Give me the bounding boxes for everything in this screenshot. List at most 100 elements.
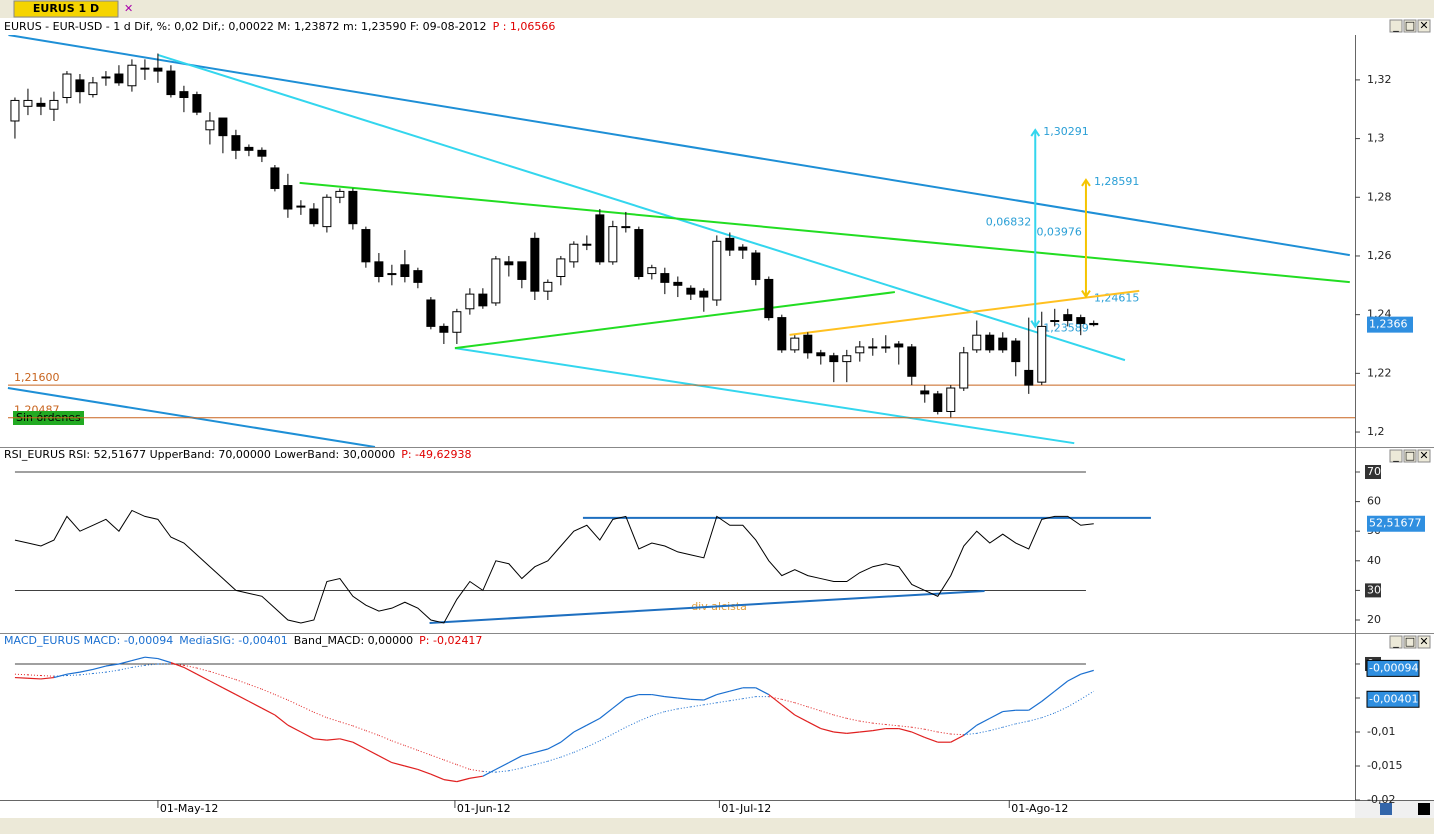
candle-body <box>231 135 241 151</box>
candle-body <box>751 252 761 280</box>
signal-segment <box>846 717 860 722</box>
trend-line <box>8 35 1350 257</box>
macd-segment <box>612 697 627 709</box>
macd-segment <box>482 768 497 777</box>
color-button[interactable] <box>1418 803 1430 815</box>
header-part: MACD_EURUS MACD: -0,00094 <box>4 634 173 647</box>
macd-segment <box>378 755 393 764</box>
macd-segment <box>976 717 991 726</box>
signal-segment <box>1015 720 1029 725</box>
signal-segment <box>1054 706 1068 714</box>
window-button[interactable] <box>1403 19 1417 33</box>
arrow-label: 0,03976 <box>1036 225 1082 238</box>
macd-segment <box>859 730 873 733</box>
signal-segment <box>768 696 782 700</box>
macd-segment <box>300 731 315 740</box>
signal-segment <box>1067 698 1082 708</box>
candle-body <box>1050 320 1060 323</box>
panel-header: EURUS - EUR-USD - 1 d Dif, %: 0,02 Dif,:… <box>4 20 555 33</box>
arrow-head <box>1081 178 1091 299</box>
candle-body <box>933 393 943 412</box>
window-button[interactable] <box>1389 635 1403 649</box>
signal-segment <box>859 720 873 724</box>
candle-body <box>985 334 995 351</box>
candle-body <box>114 73 124 84</box>
candle-body <box>894 343 904 348</box>
tab-label[interactable]: EURUS 1 D <box>33 2 99 15</box>
window-button[interactable] <box>1403 635 1417 649</box>
macd-segment <box>755 687 770 696</box>
arrow-label: 1,30291 <box>1043 125 1089 138</box>
signal-segment <box>820 710 834 716</box>
macd-segment <box>768 694 783 706</box>
save-button[interactable] <box>1380 803 1392 815</box>
band-tick-box <box>1365 464 1381 479</box>
window-button[interactable] <box>1389 449 1403 463</box>
header-part: P: -0,02417 <box>419 634 482 647</box>
window-button-icon: □ <box>1405 19 1415 32</box>
header-part: EURUS - EUR-USD - 1 d Dif, %: 0,02 Dif,:… <box>4 20 487 33</box>
macd-segment <box>729 687 743 692</box>
macd-segment <box>586 717 601 726</box>
signal-segment <box>131 664 146 668</box>
macd-segment <box>443 779 457 783</box>
macd-segment <box>196 673 211 682</box>
y-tick-label: -0,015 <box>1367 759 1402 772</box>
signal-segment <box>690 704 704 708</box>
window-button[interactable] <box>1403 449 1417 463</box>
candle-body <box>478 293 488 307</box>
signal-segment <box>716 700 730 704</box>
y-tick-label: 1,26 <box>1367 249 1392 262</box>
signal-segment <box>248 683 263 690</box>
candle-body <box>49 99 59 110</box>
y-tick-label: 1,32 <box>1367 73 1392 86</box>
candle-body <box>1024 369 1034 386</box>
window-button[interactable] <box>1417 635 1431 649</box>
signal-segment <box>170 663 184 666</box>
window-button[interactable] <box>1417 19 1431 33</box>
macd-segment <box>469 775 483 779</box>
candle-body <box>829 355 839 363</box>
candle-body <box>699 290 709 298</box>
window-button[interactable] <box>1389 19 1403 33</box>
window-button[interactable] <box>1417 449 1431 463</box>
signal-segment <box>40 675 54 677</box>
window-button-icon: _ <box>1392 635 1399 648</box>
x-tick-label: 01-Jul-12 <box>721 802 771 815</box>
arrow-head <box>1030 128 1041 329</box>
macd-segment <box>1028 700 1043 711</box>
candle-body <box>439 325 449 333</box>
macd-segment <box>989 711 1004 719</box>
signal-segment <box>287 699 302 707</box>
macd-segment <box>677 697 691 700</box>
y-tick-label: 1,3 <box>1367 132 1385 145</box>
candle-body <box>907 346 917 377</box>
candle-body <box>244 146 254 151</box>
macd-segment <box>105 663 120 667</box>
signal-segment <box>27 674 41 677</box>
y-tick-label: -0,01 <box>1367 725 1395 738</box>
macd-segment <box>560 731 575 743</box>
candle-body <box>972 334 982 351</box>
signal-segment <box>1041 712 1055 719</box>
signal-segment <box>807 706 821 712</box>
tab[interactable] <box>13 0 119 18</box>
panel-header: MACD_EURUS MACD: -0,00094 MediaSIG: -0,00… <box>4 634 482 647</box>
macd-segment <box>963 724 978 736</box>
scrollbar[interactable] <box>0 818 1434 834</box>
macd-segment <box>40 676 55 680</box>
macd-segment <box>391 762 406 767</box>
window-button-icon: _ <box>1392 449 1399 462</box>
macd-segment <box>495 762 510 770</box>
signal-segment <box>183 664 198 669</box>
signal-segment <box>443 759 458 766</box>
candle-body <box>348 190 358 225</box>
signal-segment <box>469 768 483 772</box>
signal-segment <box>313 711 328 719</box>
macd-segment <box>248 700 263 709</box>
signal-segment <box>794 702 808 708</box>
tab-close[interactable]: ✕ <box>124 2 133 15</box>
candle-body <box>868 346 878 349</box>
y-tick-label: 1,28 <box>1367 190 1392 203</box>
